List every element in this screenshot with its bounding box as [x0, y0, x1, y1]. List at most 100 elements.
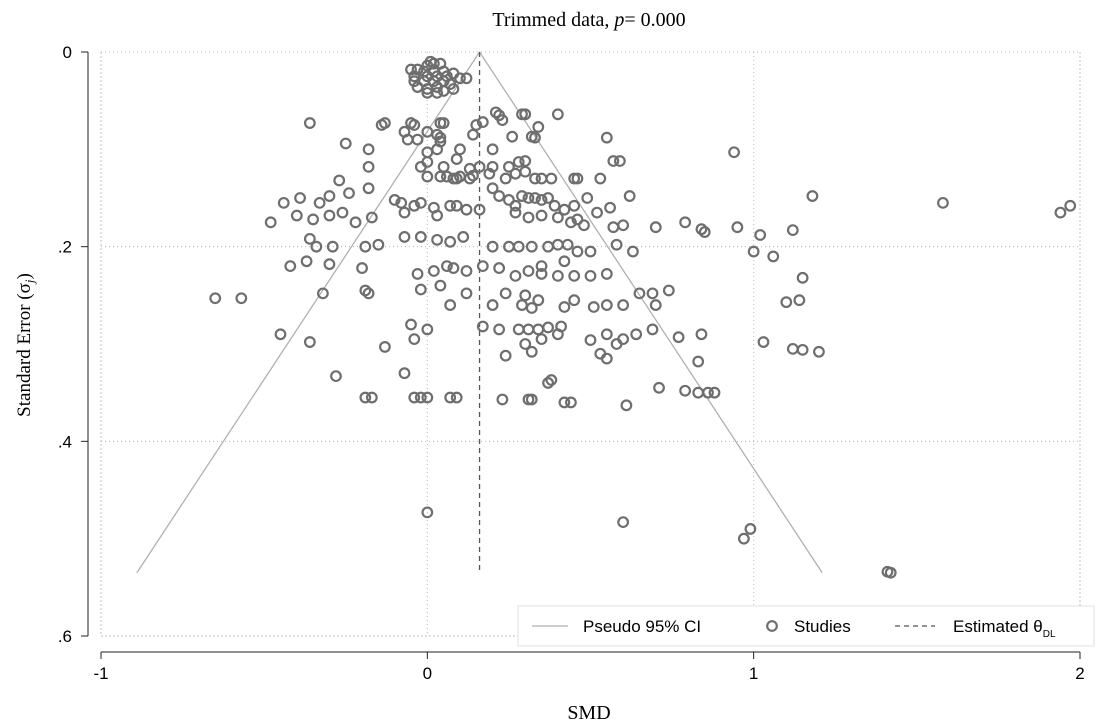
study-point	[460, 265, 473, 277]
study-point	[463, 172, 476, 185]
study-point	[633, 287, 646, 300]
study-point	[447, 262, 460, 274]
study-point	[512, 240, 525, 253]
study-point	[460, 72, 473, 85]
study-point	[339, 137, 352, 150]
legend-studies-label: Studies	[794, 617, 851, 636]
study-point	[408, 199, 421, 212]
study-point	[509, 199, 522, 212]
study-point	[630, 328, 643, 341]
study-point	[408, 333, 421, 346]
study-point	[323, 258, 336, 271]
study-point	[313, 196, 326, 209]
study-point	[535, 268, 548, 280]
study-point	[365, 391, 378, 404]
study-point	[617, 516, 630, 529]
study-point	[447, 83, 460, 95]
study-point	[362, 143, 375, 156]
study-point	[303, 232, 316, 245]
x-tick-label: -1	[93, 664, 108, 683]
y-axis-label: Standard Error (σj)	[14, 273, 37, 417]
study-point	[571, 245, 584, 258]
study-point	[604, 201, 616, 214]
study-point	[450, 391, 463, 404]
study-point	[532, 121, 545, 133]
study-point	[388, 194, 401, 206]
study-point	[450, 153, 463, 165]
study-point	[1064, 199, 1077, 212]
study-point	[300, 255, 313, 268]
study-point	[294, 192, 306, 204]
study-point	[571, 213, 584, 226]
study-point	[796, 271, 809, 284]
study-point	[522, 192, 535, 204]
study-point	[698, 226, 711, 238]
study-point	[594, 172, 607, 185]
study-point	[467, 128, 479, 141]
study-point	[274, 328, 287, 341]
study-point	[884, 566, 897, 579]
study-point	[551, 269, 564, 282]
study-point	[444, 235, 457, 248]
study-point	[568, 294, 581, 307]
study-point	[509, 269, 522, 282]
study-point	[584, 334, 597, 347]
study-point	[600, 352, 613, 365]
study-point	[545, 374, 558, 386]
study-point	[584, 269, 597, 282]
study-point	[444, 199, 457, 212]
study-point	[551, 238, 564, 251]
study-point	[421, 506, 434, 519]
study-point	[454, 143, 466, 156]
study-point	[744, 523, 757, 535]
study-point	[545, 172, 558, 185]
grid-lines	[100, 51, 1081, 637]
study-point	[568, 199, 581, 212]
study-point	[529, 172, 541, 185]
study-point	[427, 57, 440, 70]
study-point	[503, 194, 515, 206]
study-point	[414, 160, 427, 173]
legend-box	[517, 605, 1095, 647]
study-point	[617, 333, 630, 346]
study-point	[414, 391, 427, 404]
study-point	[365, 211, 378, 224]
study-point	[937, 196, 949, 209]
study-point	[519, 155, 532, 167]
study-point	[519, 338, 532, 350]
study-point	[512, 156, 525, 168]
study-point	[542, 321, 554, 334]
study-point	[679, 384, 692, 397]
study-point	[486, 299, 499, 311]
study-point	[542, 192, 554, 204]
y-tick-label: .4	[58, 432, 72, 451]
study-point	[737, 532, 750, 545]
study-point	[496, 393, 509, 406]
study-point	[692, 355, 705, 368]
study-point	[796, 343, 809, 356]
study-point	[542, 377, 554, 389]
study-point	[398, 231, 411, 243]
study-point	[323, 190, 336, 202]
legend-estimate-label: Estimated θDL	[953, 617, 1056, 640]
study-point	[525, 345, 538, 358]
study-point	[303, 117, 316, 129]
study-point	[649, 299, 662, 311]
study-point	[702, 386, 714, 399]
study-point	[473, 160, 486, 173]
study-point	[411, 133, 424, 146]
x-tick-label: 0	[423, 664, 432, 683]
study-point	[375, 119, 388, 131]
study-point	[405, 318, 417, 331]
study-point	[362, 182, 375, 195]
study-point	[731, 221, 744, 234]
study-point	[408, 119, 421, 131]
study-point	[506, 130, 519, 143]
study-point	[496, 114, 509, 127]
study-point	[398, 206, 411, 219]
study-point	[470, 119, 483, 131]
study-point	[529, 192, 541, 204]
axes: 0 .2 .4 .6 -1 0 1 2	[58, 43, 1085, 683]
study-point	[623, 190, 636, 202]
